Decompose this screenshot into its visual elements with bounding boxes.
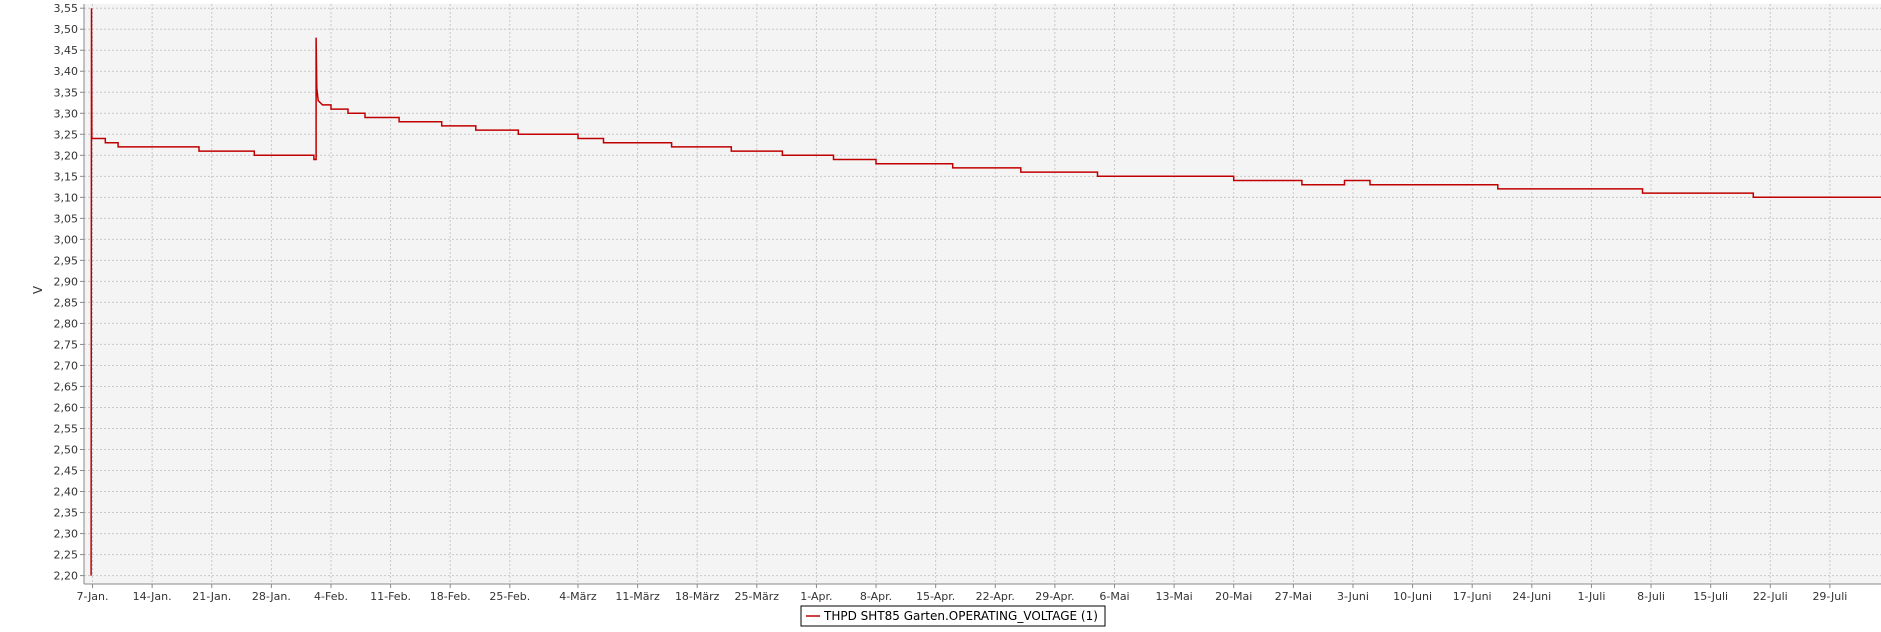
y-tick-label: 2,35 <box>54 507 79 520</box>
x-tick-label: 10-Juni <box>1393 590 1432 603</box>
x-tick-label: 22-Juli <box>1753 590 1788 603</box>
x-axis: 7-Jan. 14-Jan. 21-Jan. 28-Jan. 4-Feb. 11-Feb.… <box>76 584 1847 603</box>
x-tick-label: 8-Apr. <box>860 590 892 603</box>
y-tick-label: 2,25 <box>54 549 79 562</box>
y-tick-label: 3,50 <box>54 23 79 36</box>
y-tick-label: 2,85 <box>54 296 79 309</box>
y-tick-label: 3,00 <box>54 233 79 246</box>
x-tick-label: 7-Jan. <box>76 590 108 603</box>
x-tick-label: 13-Mai <box>1155 590 1192 603</box>
legend-entry-label: THPD SHT85 Garten.OPERATING_VOLTAGE (1) <box>823 609 1098 623</box>
x-tick-label: 18-März <box>675 590 720 603</box>
y-tick-label: 2,75 <box>54 338 79 351</box>
plot-background <box>84 4 1881 584</box>
y-tick-label: 2,60 <box>54 401 79 414</box>
x-tick-label: 1-Apr. <box>800 590 832 603</box>
x-tick-label: 25-Feb. <box>489 590 530 603</box>
y-tick-label: 3,55 <box>54 2 79 15</box>
x-tick-label: 15-Apr. <box>916 590 955 603</box>
y-axis-label: V <box>31 285 45 294</box>
y-tick-label: 2,70 <box>54 359 79 372</box>
x-tick-label: 4-März <box>559 590 597 603</box>
series-line <box>90 8 1881 576</box>
y-tick-label: 3,05 <box>54 212 79 225</box>
y-tick-label: 3,40 <box>54 65 79 78</box>
y-tick-label: 2,40 <box>54 486 79 499</box>
y-tick-label: 2,80 <box>54 317 79 330</box>
x-tick-label: 27-Mai <box>1275 590 1312 603</box>
legend: THPD SHT85 Garten.OPERATING_VOLTAGE (1) <box>800 605 1106 627</box>
x-tick-label: 4-Feb. <box>314 590 348 603</box>
x-tick-label: 1-Juli <box>1577 590 1605 603</box>
y-tick-label: 2,55 <box>54 422 79 435</box>
y-tick-label: 2,95 <box>54 254 79 267</box>
y-tick-label: 3,25 <box>54 128 79 141</box>
x-tick-label: 14-Jan. <box>133 590 172 603</box>
x-tick-label: 28-Jan. <box>252 590 291 603</box>
x-tick-label: 11-März <box>615 590 660 603</box>
y-tick-label: 2,20 <box>54 570 79 583</box>
y-tick-label: 3,10 <box>54 191 79 204</box>
x-tick-label: 15-Juli <box>1693 590 1728 603</box>
x-tick-label: 18-Feb. <box>430 590 471 603</box>
x-tick-label: 24-Juni <box>1512 590 1551 603</box>
y-tick-label: 3,15 <box>54 170 79 183</box>
grid-lines <box>84 4 1881 584</box>
y-axis: 2,20 2,25 2,30 2,35 2,40 2,45 2,50 2,55 2,60 2,65… <box>54 2 84 583</box>
x-tick-label: 22-Apr. <box>976 590 1015 603</box>
y-tick-label: 2,90 <box>54 275 79 288</box>
y-tick-label: 2,45 <box>54 465 79 478</box>
x-tick-label: 20-Mai <box>1215 590 1252 603</box>
series-layer <box>90 8 1881 576</box>
legend-box <box>800 605 1106 627</box>
x-tick-label: 25-März <box>735 590 780 603</box>
x-tick-label: 17-Juni <box>1453 590 1492 603</box>
x-tick-label: 3-Juni <box>1337 590 1369 603</box>
x-tick-label: 11-Feb. <box>370 590 411 603</box>
x-tick-label: 21-Jan. <box>192 590 231 603</box>
x-tick-label: 8-Juli <box>1637 590 1665 603</box>
y-tick-label: 2,65 <box>54 380 79 393</box>
x-tick-label: 29-Juli <box>1812 590 1847 603</box>
x-tick-label: 6-Mai <box>1099 590 1129 603</box>
y-tick-label: 3,35 <box>54 86 79 99</box>
y-tick-label: 3,20 <box>54 149 79 162</box>
y-tick-label: 3,45 <box>54 44 79 57</box>
y-tick-label: 2,30 <box>54 528 79 541</box>
y-tick-label: 2,50 <box>54 444 79 457</box>
y-tick-label: 3,30 <box>54 107 79 120</box>
x-tick-label: 29-Apr. <box>1035 590 1074 603</box>
